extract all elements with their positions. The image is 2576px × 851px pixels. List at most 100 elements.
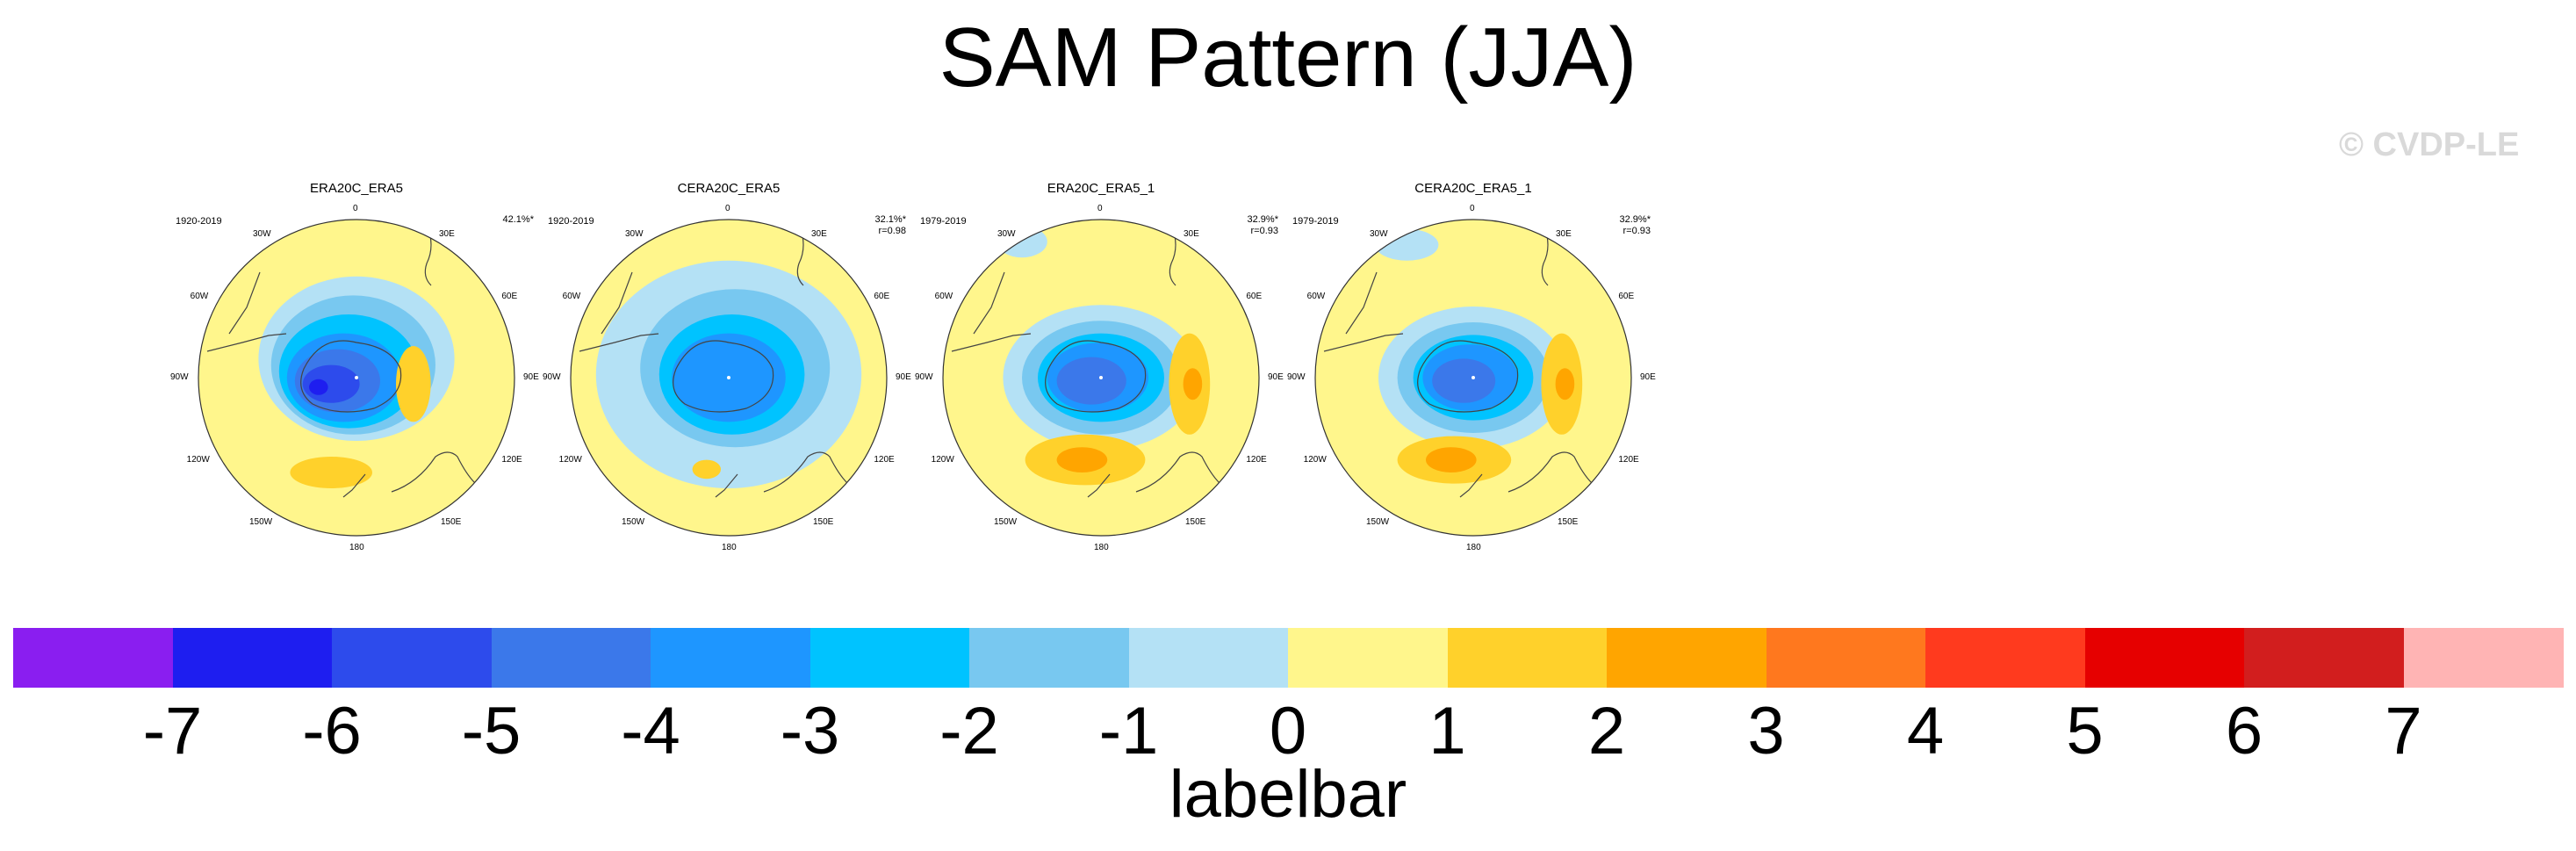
colorbar-segment	[1925, 628, 2085, 688]
longitude-label: 90E	[1268, 372, 1284, 382]
map-panel: ERA20C_ERA5_1 1979-2019 32.9%* r=0.93 0 30E 60…	[908, 176, 1294, 562]
anomaly-contour	[396, 346, 431, 422]
longitude-label: 120W	[931, 455, 954, 465]
south-pole-marker	[1099, 376, 1103, 379]
panel-title: ERA20C_ERA5	[310, 181, 403, 196]
australia-coastline	[763, 451, 848, 493]
variance-explained: 32.9%*	[1619, 214, 1651, 225]
map-border	[1314, 219, 1632, 537]
south-america-coastline	[1323, 271, 1404, 352]
south-america-coastline	[579, 271, 659, 352]
anomaly-contour	[1426, 447, 1477, 472]
colorbar-segment	[1128, 628, 1289, 688]
longitude-label: 60W	[1306, 292, 1326, 301]
longitude-label: 180	[722, 543, 737, 552]
new-zealand-coastline	[715, 473, 738, 498]
antarctica-coastline	[1045, 340, 1147, 413]
longitude-label: 180	[1094, 543, 1109, 552]
south-america-coastline	[951, 271, 1032, 352]
colorbar-tick-label: 6	[2225, 694, 2263, 768]
colorbar-tick-label: 5	[2066, 694, 2104, 768]
longitude-label: 60W	[562, 292, 581, 301]
colorbar-tick-label: 0	[1269, 694, 1307, 768]
map-border	[570, 219, 888, 537]
colorbar-segment	[491, 628, 651, 688]
anomaly-contour	[692, 459, 721, 480]
colorbar-tick-label: -1	[1098, 694, 1159, 768]
figure-title: SAM Pattern (JJA)	[939, 11, 1637, 105]
longitude-label: 90E	[896, 372, 911, 382]
south-america-coastline	[206, 271, 287, 352]
longitude-label: 0	[725, 204, 730, 213]
longitude-label: 90W	[170, 372, 189, 382]
colorbar-tick-label: -7	[142, 694, 203, 768]
colorbar-segment	[2244, 628, 2404, 688]
longitude-label: 180	[1466, 543, 1481, 552]
longitude-label: 30E	[1184, 228, 1199, 239]
longitude-label: 180	[349, 543, 364, 552]
australia-coastline	[1507, 451, 1593, 493]
panel-period: 1979-2019	[920, 216, 967, 227]
colorbar-segment	[13, 628, 173, 688]
longitude-label: 60E	[1618, 292, 1635, 301]
south-pole-marker	[727, 376, 730, 379]
colorbar-segment	[809, 628, 970, 688]
antarctica-coastline	[673, 340, 774, 413]
longitude-label: 120E	[874, 455, 895, 465]
panel-period: 1979-2019	[1292, 216, 1339, 227]
colorbar-tick-label: -6	[302, 694, 362, 768]
longitude-label: 60E	[501, 292, 518, 301]
panel-stats: 32.9%* r=0.93	[1248, 214, 1278, 237]
longitude-label: 120E	[501, 455, 522, 465]
longitude-label: 30E	[811, 228, 827, 239]
longitude-label: 30W	[625, 228, 644, 239]
anomaly-contour	[309, 379, 328, 395]
longitude-label: 90W	[1287, 372, 1306, 382]
map-panel: CERA20C_ERA5 1920-2019 32.1%* r=0.98 0 30E 60E…	[536, 176, 922, 562]
longitude-label: 60E	[874, 292, 890, 301]
colorbar-tick-label: -5	[461, 694, 522, 768]
colorbar-segment	[2084, 628, 2245, 688]
colorbar-segment	[1607, 628, 1767, 688]
longitude-label: 90W	[915, 372, 933, 382]
new-zealand-coastline	[1459, 473, 1483, 498]
variance-explained: 32.9%*	[1247, 214, 1278, 225]
cvdp-watermark: © CVDP-LE	[2339, 126, 2520, 163]
longitude-label: 30W	[253, 228, 271, 239]
longitude-label: 90E	[1640, 372, 1656, 382]
anomaly-contour	[1056, 357, 1126, 405]
anomaly-contour	[1056, 447, 1108, 472]
colorbar-segment	[1447, 628, 1608, 688]
colorbar-segment	[332, 628, 492, 688]
colorbar-tick-label: -3	[780, 694, 840, 768]
colorbar-segment	[651, 628, 810, 688]
polar-map	[1314, 219, 1632, 537]
longitude-label: 150E	[441, 517, 462, 528]
longitude-label: 0	[353, 204, 358, 213]
longitude-label: 150E	[813, 517, 834, 528]
colorbar-tick-label: 3	[1747, 694, 1785, 768]
south-pole-marker	[1471, 376, 1475, 379]
antarctica-coastline	[300, 340, 402, 413]
longitude-label: 120E	[1246, 455, 1267, 465]
south-pole-marker	[355, 376, 358, 379]
pattern-correlation: r=0.93	[1623, 226, 1651, 236]
longitude-label: 150W	[622, 517, 645, 528]
longitude-label: 150E	[1185, 517, 1206, 528]
antarctica-coastline	[1417, 340, 1519, 413]
longitude-label: 150W	[994, 517, 1018, 528]
longitude-label: 120W	[558, 455, 582, 465]
longitude-label: 30W	[1370, 228, 1388, 239]
map-border	[942, 219, 1260, 537]
colorbar-segment	[2403, 628, 2564, 688]
anomaly-contour	[1432, 358, 1496, 403]
colorbar-segment	[969, 628, 1129, 688]
anomaly-contour	[1183, 368, 1203, 400]
colorbar-label: labelbar	[1169, 757, 1407, 832]
panel-stats: 42.1%*	[503, 214, 534, 226]
colorbar-segment	[1766, 628, 1926, 688]
colorbar-tick-label: 7	[2385, 694, 2422, 768]
longitude-label: 0	[1097, 204, 1103, 213]
colorbar-tick-label: -4	[621, 694, 680, 768]
colorbar-tick-label: 1	[1428, 694, 1466, 768]
